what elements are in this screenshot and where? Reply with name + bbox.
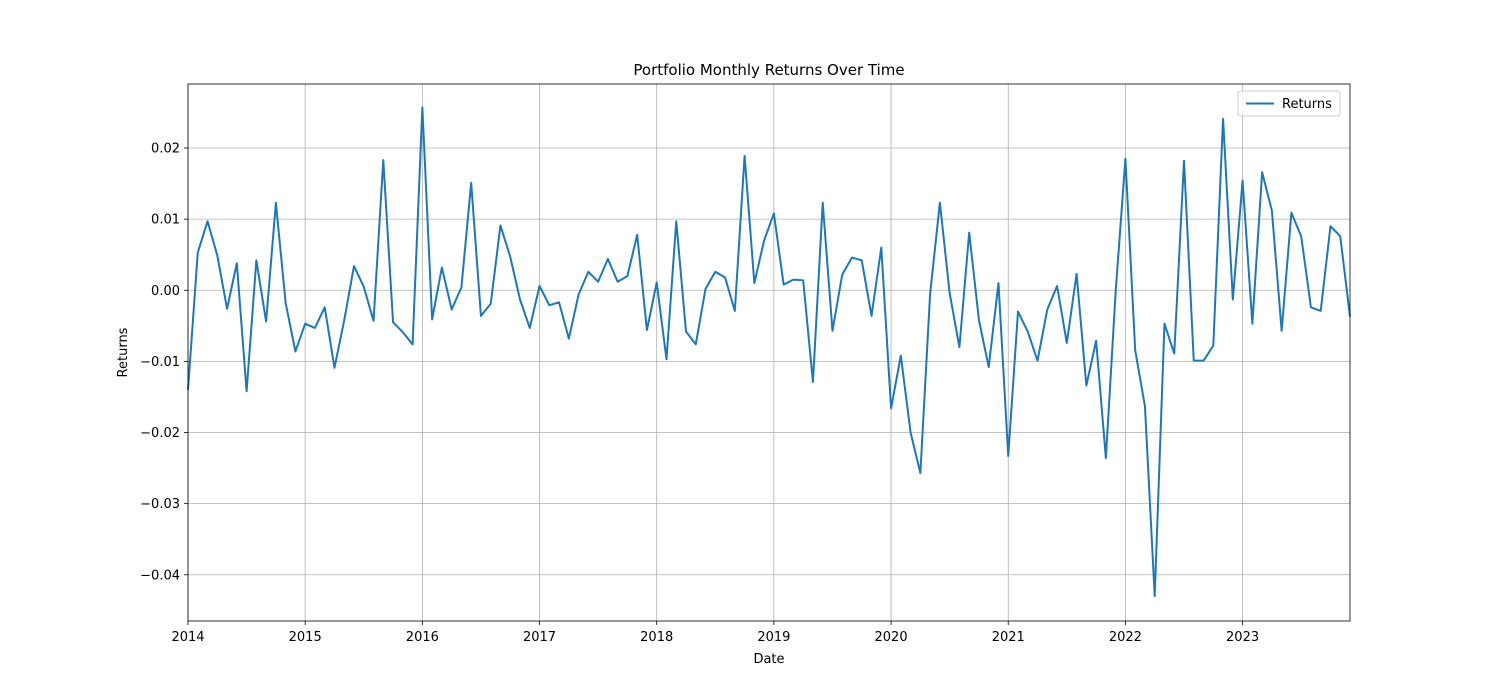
x-tick-label: 2020	[875, 630, 908, 645]
y-tick-label: −0.04	[140, 568, 180, 583]
y-tick-label: 0.01	[151, 213, 180, 228]
chart-title: Portfolio Monthly Returns Over Time	[633, 61, 904, 79]
legend: Returns	[1237, 90, 1341, 117]
x-axis-ticks: 2014 2015 2016 2017 2018 2019 2020 2021 2022 2023	[171, 621, 1259, 645]
x-tick-label: 2021	[992, 630, 1025, 645]
x-tick-label: 2018	[640, 630, 673, 645]
legend-box	[1237, 90, 1341, 117]
x-axis-label: Date	[753, 652, 784, 667]
y-tick-label: −0.03	[140, 497, 180, 512]
series-layer	[187, 106, 1351, 598]
plot-frame	[187, 83, 1351, 622]
y-tick-label: −0.01	[140, 355, 180, 370]
x-tick-label: 2017	[523, 630, 556, 645]
x-tick-label: 2016	[406, 630, 439, 645]
x-tick-label: 2015	[289, 630, 322, 645]
series-line-returns	[187, 106, 1351, 598]
y-tick-label: −0.02	[140, 426, 180, 441]
x-tick-label: 2022	[1109, 630, 1142, 645]
x-tick-label: 2019	[757, 630, 790, 645]
x-tick-label: 2023	[1226, 630, 1259, 645]
y-axis-ticks: 0.02 0.01 0.00 −0.01 −0.02 −0.03 −0.04	[140, 142, 188, 583]
y-axis-label: Returns	[116, 327, 131, 377]
legend-entry-returns: Returns	[1282, 97, 1332, 112]
y-tick-label: 0.00	[151, 284, 180, 299]
x-tick-label: 2014	[171, 630, 204, 645]
y-tick-label: 0.02	[151, 142, 180, 157]
